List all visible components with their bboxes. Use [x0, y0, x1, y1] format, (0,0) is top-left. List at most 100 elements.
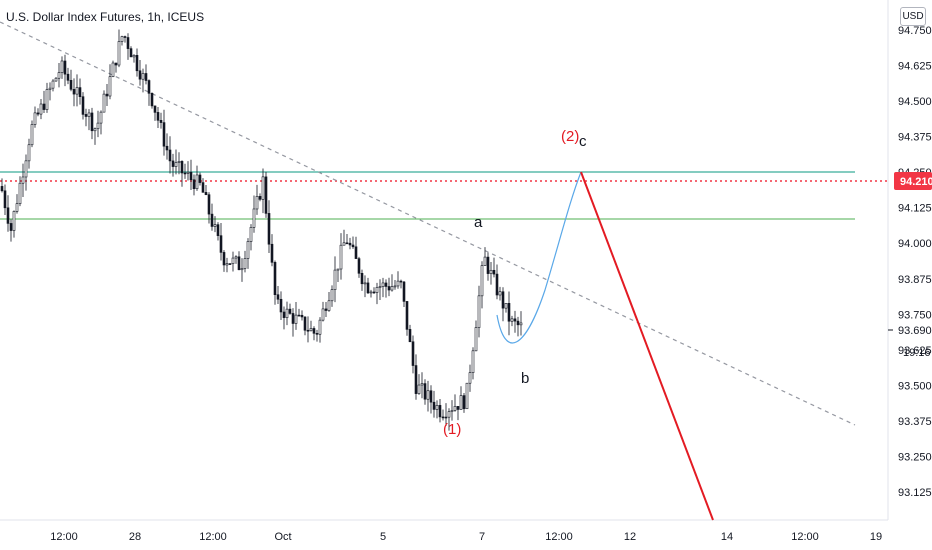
candle-body: [219, 235, 223, 253]
candle-body: [519, 322, 523, 326]
candle-body: [144, 73, 148, 81]
candle-body: [0, 186, 4, 192]
candle-body: [195, 174, 199, 190]
candle-body: [267, 213, 271, 245]
candle-body: [501, 291, 505, 309]
candle-body: [390, 286, 394, 291]
candle-body: [363, 282, 367, 285]
candle-body: [111, 62, 115, 77]
candle-body: [480, 265, 484, 297]
candle-body: [42, 103, 46, 110]
projection-line-red[interactable]: [580, 171, 714, 521]
price-tick-label: 93.625: [898, 345, 932, 357]
candle-body: [201, 182, 205, 193]
time-tick-label: 12: [624, 531, 636, 543]
candle-body: [36, 112, 40, 115]
candle-body: [450, 410, 454, 412]
candle-body: [216, 224, 220, 236]
candle-body: [507, 303, 511, 322]
candle-body: [300, 314, 304, 318]
alert-price-tag[interactable]: [894, 172, 932, 190]
candle-body: [93, 128, 97, 132]
candle-body: [345, 242, 349, 245]
candle-body: [291, 313, 295, 324]
candle-body: [126, 37, 130, 49]
candle-body: [48, 87, 52, 90]
candle-body: [156, 112, 160, 121]
candle-body: [330, 289, 334, 302]
candle-body: [225, 263, 229, 266]
candle-body: [426, 390, 430, 400]
trendline[interactable]: [0, 21, 856, 426]
candle-body: [228, 263, 232, 265]
candle-body: [57, 72, 61, 79]
price-tick-label: 94.000: [898, 238, 932, 250]
price-axis-panel[interactable]: [888, 0, 932, 520]
time-tick-label: 28: [129, 531, 141, 543]
currency-button[interactable]: USD: [900, 7, 926, 26]
candle-body: [150, 93, 154, 107]
candle-body: [504, 303, 508, 309]
candle-body: [129, 48, 133, 58]
candle-body: [396, 280, 400, 287]
candle-body: [393, 285, 397, 288]
candle-body: [357, 258, 361, 274]
candle-body: [441, 416, 445, 419]
candle-body: [444, 416, 448, 419]
candle-body: [375, 287, 379, 293]
candle-body: [15, 203, 19, 212]
candle-body: [369, 291, 373, 294]
price-tick-label: 93.875: [898, 274, 932, 286]
candle-body: [69, 80, 73, 90]
candle-body: [468, 372, 472, 384]
time-axis-ticks: 12:00 28 12:00 Oct 5 7 12:00 12 14 12:00 19: [50, 531, 882, 543]
time-tick-label: 14: [721, 531, 733, 543]
candle-body: [288, 308, 292, 314]
candle-body: [138, 70, 142, 80]
candle-body: [222, 252, 226, 266]
candle-body: [402, 281, 406, 302]
candle-body: [306, 329, 310, 332]
time-tick-label: 12:00: [545, 531, 573, 543]
candle-body: [315, 333, 319, 335]
candle-body: [414, 365, 418, 394]
candle-body: [81, 96, 85, 115]
candle-body: [411, 341, 415, 366]
candle-body: [462, 395, 466, 410]
price-tick-label: 93.500: [898, 380, 932, 392]
candle-body: [423, 383, 427, 400]
candle-body: [453, 406, 457, 411]
candle-body: [141, 73, 145, 80]
candle-body: [384, 282, 388, 287]
candle-body: [372, 291, 376, 294]
candle-body: [99, 111, 103, 124]
candle-body: [12, 211, 16, 231]
candle-body: [510, 318, 514, 322]
candle-body: [204, 192, 208, 195]
candle-body: [252, 208, 256, 228]
candle-body: [387, 286, 391, 291]
candle-body: [192, 179, 196, 190]
candle-body: [240, 268, 244, 271]
candle-body: [159, 120, 163, 123]
price-tick-label: 94.500: [898, 96, 932, 108]
candle-body: [33, 112, 37, 125]
candle-body: [336, 268, 340, 271]
candle-body: [123, 36, 127, 38]
time-tick-label: 12:00: [50, 531, 78, 543]
candle-body: [18, 182, 22, 204]
wave-label-2: (2): [561, 128, 579, 145]
time-tick-label: Oct: [274, 531, 291, 543]
candle-body: [429, 390, 433, 403]
candle-body: [72, 89, 76, 95]
candle-body: [102, 93, 106, 113]
candle-body: [258, 196, 262, 200]
candle-body: [117, 41, 121, 66]
projection-curve-blue[interactable]: [496, 171, 582, 344]
candle-body: [471, 350, 475, 373]
candle-body: [483, 256, 487, 266]
candle-body: [276, 294, 280, 300]
price-tick-label: 93.125: [898, 487, 932, 499]
candle-body: [246, 241, 250, 259]
